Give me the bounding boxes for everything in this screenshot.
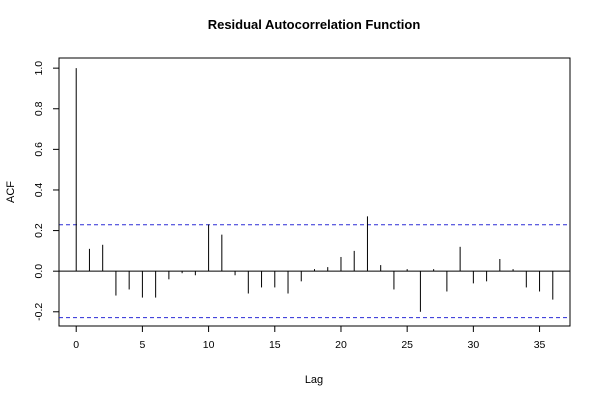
y-tick-label: 0.8 (33, 101, 45, 116)
y-tick-label: 0.4 (33, 183, 45, 198)
x-tick-label: 20 (335, 339, 347, 351)
chart-title: Residual Autocorrelation Function (208, 17, 421, 32)
x-tick-label: 35 (534, 339, 546, 351)
x-tick-label: 10 (203, 339, 215, 351)
x-tick-label: 15 (269, 339, 281, 351)
y-tick-label: 0.2 (33, 223, 45, 238)
y-tick-label: 1.0 (33, 61, 45, 76)
x-axis-label: Lag (305, 374, 323, 386)
y-tick-label: -0.2 (33, 303, 45, 321)
plot-frame (58, 57, 571, 327)
x-tick-label: 30 (468, 339, 480, 351)
x-tick-label: 0 (73, 339, 79, 351)
y-axis: -0.2 0.0 0.2 0.4 0.6 0.8 1.0 (33, 61, 60, 321)
x-axis: 0 5 10 15 20 25 30 35 (73, 325, 546, 351)
y-axis-label: ACF (5, 181, 17, 203)
x-tick-label: 25 (401, 339, 413, 351)
confidence-bounds (59, 224, 570, 319)
x-tick-label: 5 (139, 339, 145, 351)
acf-bars (75, 68, 554, 312)
y-tick-label: 0.6 (33, 142, 45, 157)
y-tick-label: 0.0 (33, 264, 45, 279)
